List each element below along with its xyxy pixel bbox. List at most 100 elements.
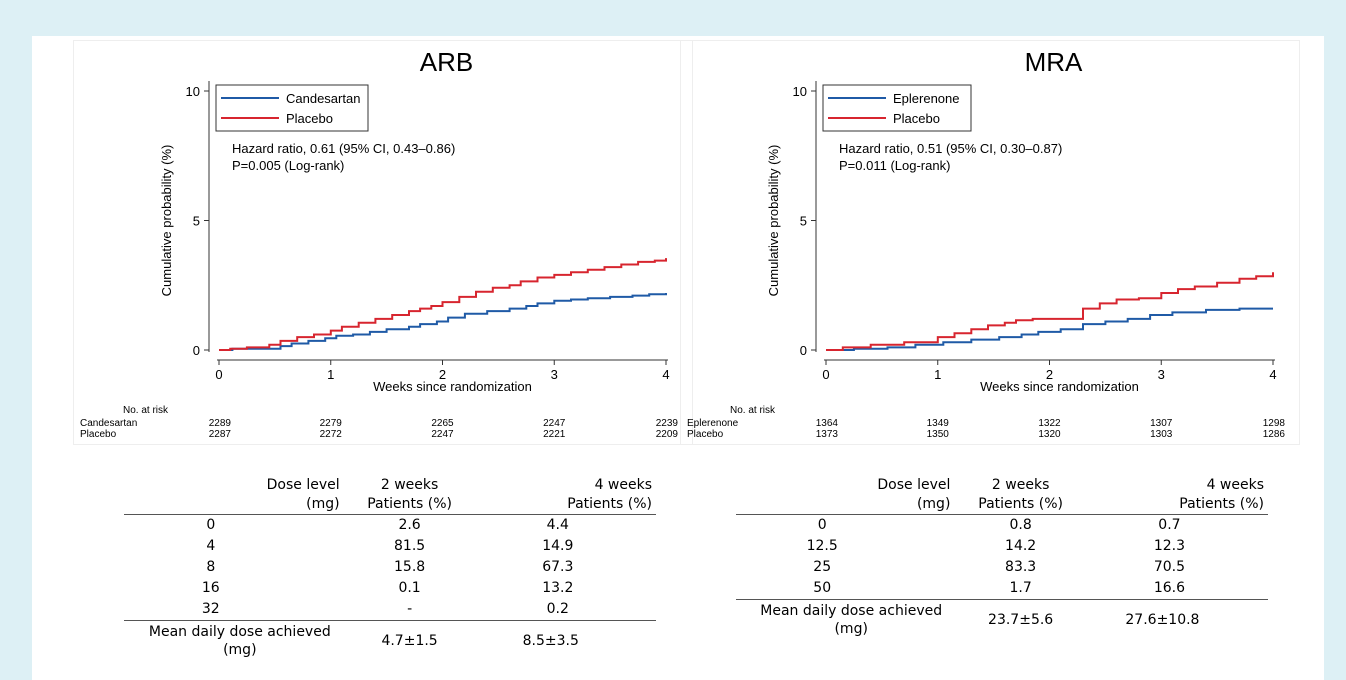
annotation-text: P=0.011 (Log-rank) (839, 158, 950, 173)
x-tick-label: 3 (551, 367, 558, 382)
table-header-row: Dose level (mg) 2 weeks Patients (%) 4 wee… (124, 476, 656, 515)
x-axis-label: Weeks since randomization (373, 379, 532, 394)
cell-4-weeks: 16.6 (1153, 580, 1186, 596)
risk-count: 1298 (1263, 418, 1286, 429)
cell-2-weeks: 0.8 (1009, 517, 1032, 533)
risk-row-label: Candesartan (80, 418, 137, 429)
risk-count: 1322 (1038, 418, 1061, 429)
header-2-weeks: 2 weeks Patients (%) (978, 477, 1063, 512)
cell-dose: 50 (813, 580, 832, 596)
mean-dose-row: Mean daily dose achieved (mg) 23.7±5.6 27… (736, 599, 1268, 640)
risk-row-label: Eplerenone (687, 418, 739, 429)
cell-4-weeks: 0.7 (1158, 517, 1181, 533)
arb-dose-table: Dose level (mg) 2 weeks Patients (%) 4 wee… (124, 476, 656, 660)
risk-count: 2247 (431, 429, 454, 440)
x-tick-label: 1 (327, 367, 334, 382)
cell-2-weeks: 83.3 (1005, 559, 1037, 575)
y-axis-label: Cumulative probability (%) (766, 145, 781, 297)
chart-title: MRA (1025, 47, 1083, 77)
legend-label: Candesartan (286, 91, 360, 106)
legend-label: Eplerenone (893, 91, 960, 106)
legend-box (215, 84, 369, 132)
table-row: 32 - 0.2 (124, 599, 656, 621)
treatment-curve (826, 307, 1273, 351)
y-tick-label: 0 (193, 343, 200, 358)
table-row: 0 0.8 0.7 (736, 515, 1268, 537)
risk-table-header: No. at risk (730, 405, 776, 416)
mean-2-weeks: 23.7±5.6 (988, 611, 1054, 628)
x-tick-label: 1 (934, 367, 941, 382)
header-4-weeks: 4 weeks Patients (%) (567, 477, 652, 512)
cell-dose: 4 (206, 538, 216, 554)
x-axis-label: Weeks since randomization (980, 379, 1139, 394)
placebo-curve (219, 258, 667, 351)
annotation-text: Hazard ratio, 0.61 (95% CI, 0.43–0.86) (232, 141, 455, 156)
risk-count: 1320 (1038, 429, 1061, 440)
cell-2-weeks: 15.8 (394, 559, 426, 575)
cell-dose: 16 (201, 580, 220, 596)
mra-km-chart: MRA 0 5 10 0 1 2 3 4 Cumulative probability (%) We… (687, 47, 1286, 440)
mean-4-weeks: 8.5±3.5 (522, 632, 579, 649)
cell-4-weeks: 4.4 (546, 517, 569, 533)
mean-dose-label: Mean daily dose achieved (mg) (148, 624, 331, 658)
x-tick-label: 0 (822, 367, 829, 382)
cell-dose: 0 (206, 517, 216, 533)
cell-dose: 32 (201, 601, 220, 617)
table-header-row: Dose level (mg) 2 weeks Patients (%) 4 wee… (736, 476, 1268, 515)
risk-count: 1349 (927, 418, 950, 429)
legend-box (822, 84, 972, 132)
risk-count: 2289 (209, 418, 232, 429)
risk-count: 1350 (927, 429, 950, 440)
mra-dose-table: Dose level (mg) 2 weeks Patients (%) 4 wee… (736, 476, 1268, 639)
x-tick-label: 2 (439, 367, 446, 382)
annotation-text: P=0.005 (Log-rank) (232, 158, 344, 173)
cell-4-weeks: 13.2 (542, 580, 574, 596)
cell-4-weeks: 70.5 (1153, 559, 1186, 575)
table-row: 12.5 14.2 12.3 (736, 536, 1268, 557)
y-tick-label: 5 (193, 214, 200, 229)
arb-km-chart: ARB 0 5 10 0 1 2 3 4 Cumulative probability (%) We… (80, 47, 679, 440)
y-axis-label: Cumulative probability (%) (159, 145, 174, 297)
risk-count: 2221 (543, 429, 566, 440)
table-row: 25 83.3 70.5 (736, 557, 1268, 578)
mean-dose-label: Mean daily dose achieved (mg) (760, 603, 943, 637)
legend-label: Placebo (286, 111, 333, 126)
risk-count: 2287 (209, 429, 232, 440)
cell-4-weeks: 67.3 (542, 559, 574, 575)
mean-4-weeks: 27.6±10.8 (1125, 611, 1200, 628)
x-tick-label: 2 (1046, 367, 1053, 382)
risk-count: 1364 (816, 418, 839, 429)
y-tick-label: 10 (186, 84, 200, 99)
risk-table-header: No. at risk (123, 405, 169, 416)
risk-count: 2239 (656, 418, 679, 429)
x-tick-label: 0 (215, 367, 222, 382)
treatment-curve (219, 293, 667, 351)
cell-2-weeks: - (407, 601, 413, 617)
cell-4-weeks: 0.2 (546, 601, 569, 617)
risk-count: 1303 (1150, 429, 1173, 440)
table-row: 4 81.5 14.9 (124, 536, 656, 557)
risk-count: 2247 (543, 418, 566, 429)
mean-2-weeks: 4.7±1.5 (381, 632, 438, 649)
y-tick-label: 0 (800, 343, 807, 358)
arb-km-plot: ARB 0 5 10 0 1 2 3 4 Cumulative probability (%) We… (73, 40, 693, 445)
cell-dose: 25 (813, 559, 832, 575)
cell-2-weeks: 2.6 (398, 517, 421, 533)
header-4-weeks: 4 weeks Patients (%) (1179, 477, 1264, 512)
header-dose-level: Dose level (mg) (877, 477, 951, 512)
risk-count: 1373 (816, 429, 839, 440)
cell-4-weeks: 14.9 (542, 538, 574, 554)
risk-count: 2265 (431, 418, 454, 429)
header-dose-level: Dose level (mg) (266, 477, 340, 512)
risk-count: 2279 (320, 418, 343, 429)
risk-row-label: Placebo (687, 429, 724, 440)
table-row: 16 0.1 13.2 (124, 578, 656, 599)
table-row: 50 1.7 16.6 (736, 578, 1268, 600)
mra-km-plot: MRA 0 5 10 0 1 2 3 4 Cumulative probability (%) We… (680, 40, 1300, 445)
legend-label: Placebo (893, 111, 940, 126)
header-2-weeks: 2 weeks Patients (%) (367, 477, 452, 512)
chart-title: ARB (420, 47, 473, 77)
cell-dose: 8 (206, 559, 216, 575)
risk-row-label: Placebo (80, 429, 117, 440)
risk-count: 1307 (1150, 418, 1173, 429)
